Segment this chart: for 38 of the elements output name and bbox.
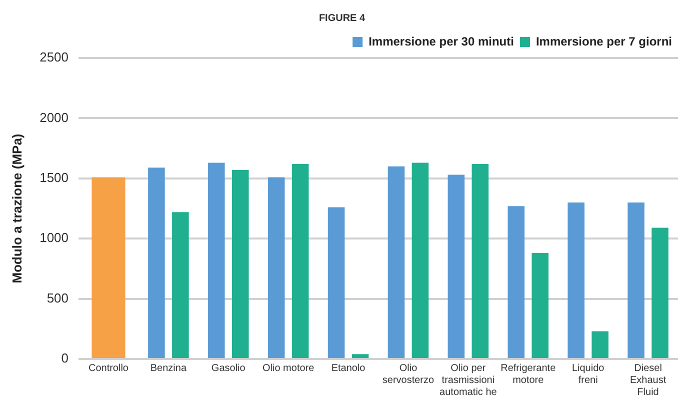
x-tick-label: Etanolo: [331, 362, 366, 374]
bar: [472, 164, 489, 358]
x-tick-label: Gasolio: [211, 362, 246, 374]
bar: [268, 177, 285, 358]
bar: [412, 162, 429, 358]
x-tick-label: Olio per trasmissioni automatic he: [440, 362, 498, 398]
x-tick-label: Olio motore: [262, 362, 315, 374]
bar: [628, 202, 644, 358]
bar: [328, 207, 345, 358]
bar: [292, 164, 309, 358]
y-tick-label: 2000: [40, 110, 69, 125]
bar: [148, 168, 165, 358]
x-tick-label: Benzina: [150, 362, 187, 374]
chart-title: FIGURE 4: [318, 12, 366, 24]
bar: [208, 162, 225, 358]
y-tick-label: 2500: [40, 50, 69, 65]
bar: [652, 228, 668, 358]
bar: [568, 202, 584, 358]
x-tick-label: Liquido freni: [572, 362, 605, 386]
bar: [508, 206, 525, 358]
bar: [592, 331, 608, 358]
legend-label: Immersione per 30 minuti: [368, 34, 514, 48]
y-tick-label: 500: [46, 290, 69, 306]
bar: [532, 253, 549, 358]
bar: [232, 170, 249, 358]
y-axis-title: Modulo a trazione (MPa): [9, 134, 24, 284]
y-tick-label: 1500: [40, 170, 69, 185]
x-tick-label: Diesel Exhaust Fluid: [630, 362, 666, 398]
y-tick-label: 1000: [40, 230, 69, 246]
legend-label: Immersione per 7 giorni: [536, 34, 672, 48]
x-tick-label: Olio servosterzo: [382, 362, 435, 386]
bar: [448, 174, 465, 358]
bar: [352, 354, 369, 358]
x-tick-label: Refrigerante motore: [500, 362, 556, 386]
x-tick-label: Controllo: [88, 362, 129, 374]
y-tick-label: 0: [61, 350, 69, 366]
bar: [172, 212, 189, 358]
bar: [388, 166, 405, 358]
